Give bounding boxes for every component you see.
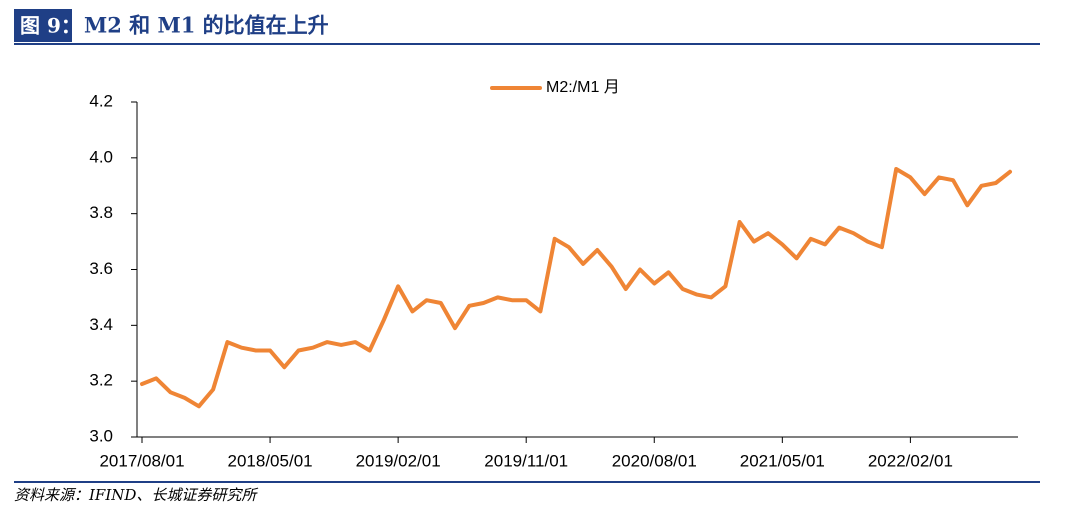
y-tick-label: 4.0 xyxy=(89,147,113,166)
y-tick-label: 3.2 xyxy=(89,371,113,390)
x-tick-label: 2019/11/01 xyxy=(484,451,568,470)
x-tick-label: 2022/02/01 xyxy=(868,451,953,470)
y-tick-label: 3.6 xyxy=(89,259,113,278)
legend-label: M2:/M1 月 xyxy=(546,79,620,96)
y-tick-label: 3.0 xyxy=(89,426,113,445)
series-line xyxy=(140,167,1012,409)
x-tick-label: 2021/05/01 xyxy=(740,451,825,470)
x-tick-label: 2019/02/01 xyxy=(356,451,441,470)
title-badge xyxy=(14,9,72,42)
y-tick-label: 4.2 xyxy=(89,91,113,110)
x-tick-label: 2020/08/01 xyxy=(612,451,697,470)
chart-title: M2 和 M1 的比值在上升 xyxy=(84,13,329,38)
x-tick-label: 2018/05/01 xyxy=(228,451,313,470)
x-tick-label: 2017/08/01 xyxy=(99,451,184,470)
y-tick-label: 3.8 xyxy=(89,203,113,222)
source-note: 资料来源：IFIND、长城证券研究所 xyxy=(14,486,258,504)
figure-label: 图 9： xyxy=(20,14,81,38)
y-tick-label: 3.4 xyxy=(89,315,113,334)
